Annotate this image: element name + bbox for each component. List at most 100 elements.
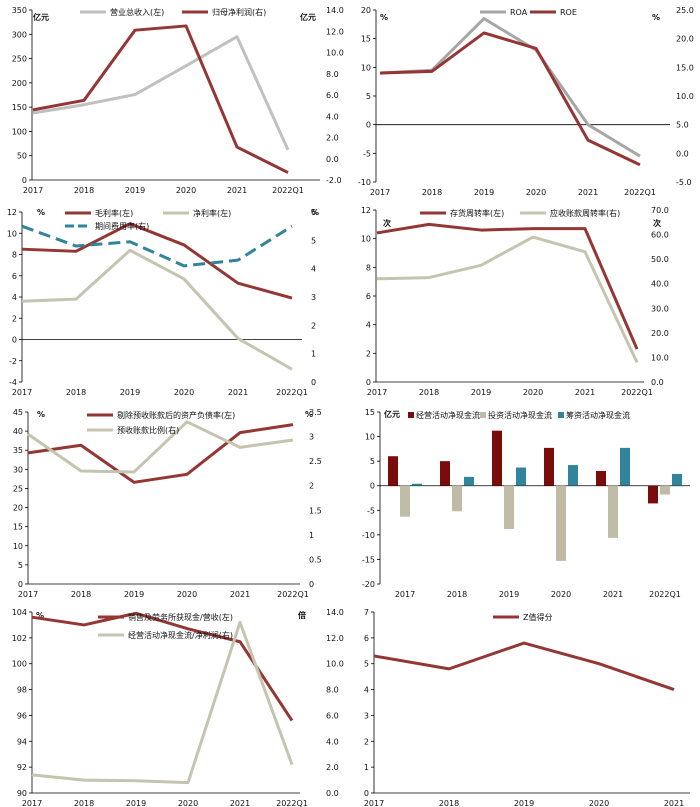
x-tick-label: 2018: [422, 188, 442, 197]
x-tick-label: 2020: [523, 388, 543, 397]
right-tick-label: 0.0: [676, 149, 689, 158]
right-tick-label: 8.0: [326, 686, 339, 695]
left-tick-label: 0: [22, 176, 27, 185]
bar: [412, 483, 422, 486]
bar: [400, 485, 410, 517]
left-tick-label: 0: [12, 336, 17, 345]
series-line-0: [31, 611, 294, 722]
right-tick-label: 4.0: [326, 112, 339, 121]
left-tick-label: -2: [9, 357, 17, 366]
left-tick-label: 102: [12, 634, 27, 643]
left-tick-label: 5: [364, 660, 369, 669]
bar: [388, 456, 398, 486]
bar: [620, 447, 630, 486]
x-tick-label: 2021: [228, 388, 248, 397]
x-tick-label: 2018: [439, 799, 459, 807]
left-tick-label: 5: [370, 457, 375, 466]
series-line-2: [21, 224, 293, 268]
left-tick-label: -5: [367, 506, 375, 515]
left-tick-label: 4: [12, 293, 17, 302]
left-tick-label: 8: [366, 263, 371, 272]
x-tick-label: 2022Q1: [276, 799, 308, 807]
left-tick-label: 30: [13, 465, 23, 474]
left-unit-label: %: [37, 410, 45, 419]
left-tick-label: 96: [17, 711, 27, 720]
series-line-0: [27, 423, 294, 484]
chart-c4: 0 2 4 6 8 10 12 0.0 10.0 20.0 30.0 40.0 50.0 60.0 70.0…: [361, 206, 669, 397]
x-tick-label: 2017: [22, 799, 42, 807]
legend-label: 净利率(左): [193, 208, 231, 218]
left-tick-label: 0: [18, 580, 23, 589]
legend-label: 剔除预收账款后的资产负债率(左): [117, 410, 235, 420]
left-tick-label: 100: [12, 127, 27, 136]
legend-swatch: [480, 412, 486, 418]
left-tick-label: 104: [12, 608, 27, 617]
right-tick-label: 6.0: [326, 91, 339, 100]
right-tick-label: 20.0: [676, 35, 694, 44]
x-tick-label: 2017: [12, 388, 32, 397]
left-tick-label: -10: [358, 178, 371, 187]
right-tick-label: 2.5: [309, 457, 322, 466]
left-tick-label: 25: [13, 484, 23, 493]
bar: [608, 485, 618, 538]
chart-c5: 0 5 10 15 20 25 30 35 40 45 0 0.5 1 1.5 2 2.5 3 3.5 2017 20…: [13, 408, 322, 599]
legend-label: 期间费用率(右): [95, 221, 149, 231]
left-tick-label: 45: [13, 408, 23, 417]
x-tick-label: 2019: [126, 799, 146, 807]
legend-label: ROA: [510, 8, 528, 17]
right-tick-label: 70.0: [651, 206, 669, 215]
right-tick-label: 50.0: [651, 255, 669, 264]
x-tick-label: 2019: [120, 388, 140, 397]
right-tick-label: 0.5: [309, 555, 322, 564]
right-unit-label: 倍: [297, 610, 306, 620]
legend-label: 归母净利润(右): [212, 7, 266, 17]
x-tick-label: 2017: [367, 388, 387, 397]
bar: [440, 461, 450, 486]
x-tick-label: 2021: [227, 186, 247, 195]
x-tick-label: 2020: [174, 388, 194, 397]
left-tick-label: -15: [362, 555, 375, 564]
right-tick-label: 3.5: [309, 408, 322, 417]
left-tick-label: 20: [13, 504, 23, 513]
right-tick-label: 1: [311, 350, 316, 359]
left-tick-label: 90: [17, 789, 27, 798]
x-tick-label: 2019: [124, 590, 144, 599]
left-tick-label: 0: [366, 378, 371, 387]
right-unit-label: %: [652, 13, 660, 22]
right-tick-label: -2.0: [326, 176, 342, 185]
left-tick-label: 10: [361, 235, 371, 244]
x-tick-label: 2022Q1: [624, 188, 656, 197]
bar: [544, 447, 554, 486]
bar: [648, 485, 658, 504]
left-tick-label: 15: [13, 523, 23, 532]
right-tick-label: 15.0: [676, 63, 694, 72]
left-tick-label: -20: [362, 580, 375, 589]
bar: [516, 467, 526, 486]
series-line-0: [376, 222, 639, 350]
right-tick-label: 4.0: [326, 737, 339, 746]
left-unit-label: %: [36, 611, 44, 620]
left-tick-label: 2: [366, 349, 371, 358]
right-tick-label: 5: [311, 236, 316, 245]
chart-c7: 90 92 94 96 98 100 102 104 0.0 2.0 4.0 6.0 8.0 10.0 12…: [12, 608, 344, 807]
legend-label: Z值得分: [523, 612, 552, 622]
series-line-0: [32, 35, 290, 151]
right-tick-label: 5.0: [676, 121, 689, 130]
left-tick-label: 6: [366, 292, 371, 301]
chart-c2: -10 -5 0 5 10 15 20 -5.0 0.0 5.0 10.0 15.0 20.0 25.0 2…: [358, 6, 694, 197]
x-tick-label: 2022Q1: [277, 590, 309, 599]
x-tick-label: 2017: [395, 590, 415, 599]
left-unit-label: %: [37, 208, 45, 217]
x-tick-label: 2021: [230, 590, 250, 599]
left-tick-label: 0: [366, 121, 371, 130]
left-tick-label: 10: [365, 433, 375, 442]
right-tick-label: 10.0: [326, 49, 344, 58]
left-tick-label: -4: [9, 378, 17, 387]
right-tick-label: 10.0: [676, 92, 694, 101]
right-tick-label: 2.0: [326, 763, 339, 772]
left-tick-label: 10: [13, 542, 23, 551]
series-line-0: [21, 222, 293, 300]
bar: [504, 485, 514, 529]
x-tick-label: 2018: [419, 388, 439, 397]
